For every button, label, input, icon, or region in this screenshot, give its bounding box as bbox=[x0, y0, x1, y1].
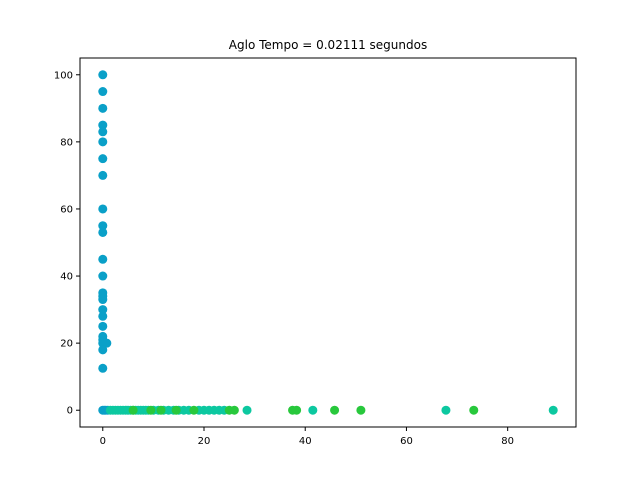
scatter-point bbox=[98, 227, 108, 237]
scatter-point bbox=[229, 405, 239, 415]
x-tick-label: 20 bbox=[198, 436, 211, 447]
scatter-point bbox=[98, 305, 108, 315]
scatter-point bbox=[441, 405, 451, 415]
scatter-point bbox=[146, 405, 156, 415]
scatter-point bbox=[128, 405, 138, 415]
scatter-point bbox=[98, 295, 108, 305]
scatter-point bbox=[98, 204, 108, 214]
scatter-point bbox=[98, 254, 108, 264]
scatter-point bbox=[98, 137, 108, 147]
scatter-point bbox=[292, 405, 302, 415]
scatter-point bbox=[98, 221, 108, 231]
scatter-point bbox=[98, 154, 108, 164]
scatter-point bbox=[308, 405, 318, 415]
scatter-point bbox=[98, 311, 108, 321]
scatter-point bbox=[242, 405, 252, 415]
y-tick-label: 0 bbox=[67, 406, 73, 417]
scatter-point bbox=[98, 271, 108, 281]
chart-title: Aglo Tempo = 0.02111 segundos bbox=[229, 38, 427, 52]
scatter-point bbox=[102, 338, 112, 348]
y-tick-label: 100 bbox=[54, 70, 73, 81]
scatter-point bbox=[171, 405, 181, 415]
x-tick-label: 0 bbox=[100, 436, 106, 447]
ticks-layer: 0 20 40 60 80 0 20 40 60 80 100 bbox=[54, 70, 514, 447]
y-tick-label: 20 bbox=[60, 339, 73, 350]
y-tick-label: 60 bbox=[60, 204, 73, 215]
y-tick-label: 80 bbox=[60, 137, 73, 148]
x-tick-label: 40 bbox=[299, 436, 312, 447]
scatter-point bbox=[98, 70, 108, 80]
x-tick-label: 60 bbox=[400, 436, 413, 447]
x-tick-label: 80 bbox=[501, 436, 514, 447]
scatter-point bbox=[189, 405, 199, 415]
scatter-point bbox=[98, 363, 108, 373]
scatter-point bbox=[98, 127, 108, 137]
points-layer bbox=[98, 70, 558, 415]
scatter-point bbox=[469, 405, 479, 415]
scatter-point bbox=[356, 405, 366, 415]
scatter-point bbox=[98, 103, 108, 113]
y-tick-label: 40 bbox=[60, 272, 73, 283]
scatter-point bbox=[98, 170, 108, 180]
scatter-point bbox=[98, 345, 108, 355]
scatter-point bbox=[98, 321, 108, 331]
scatter-point bbox=[156, 405, 166, 415]
plot-frame bbox=[79, 57, 577, 428]
scatter-point bbox=[548, 405, 558, 415]
scatter-point bbox=[330, 405, 340, 415]
scatter-point bbox=[98, 87, 108, 97]
scatter-point bbox=[98, 120, 108, 130]
